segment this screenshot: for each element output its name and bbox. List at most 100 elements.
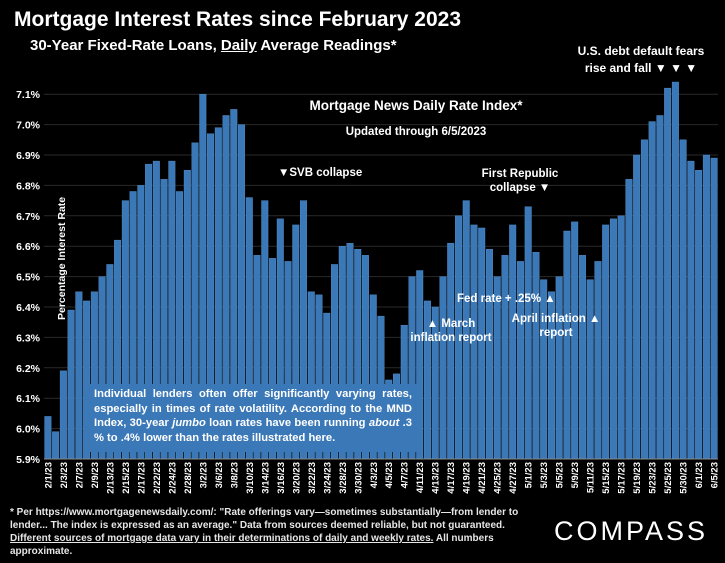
x-tick-label: 3/30/23 (353, 462, 364, 494)
bar (710, 157, 718, 460)
bar (59, 370, 67, 460)
bar (44, 416, 52, 460)
annotation-april-line2: report (539, 327, 573, 339)
y-tick-label: 6.6% (16, 241, 41, 253)
x-tick-label: 5/17/23 (617, 462, 628, 494)
subtitle-part-1: 30-Year Fixed-Rate Loans, (30, 37, 221, 54)
subtitle-underlined: Daily (220, 37, 257, 54)
y-tick-label: 5.9% (16, 454, 41, 466)
y-tick-label: 6.0% (16, 424, 41, 436)
y-tick-label: 6.2% (16, 363, 41, 375)
bar (695, 169, 703, 460)
x-tick-label: 5/25/23 (663, 462, 674, 494)
x-tick-label: 4/7/23 (400, 462, 411, 488)
note-part-1: Individual lenders often offer significa… (94, 388, 412, 429)
x-tick-label: 3/24/23 (322, 462, 333, 494)
footer-text-2: All numbers approximate. (10, 533, 494, 557)
annotation-april-inflation: April inflation ▲ report (508, 312, 604, 340)
x-tick-label: 5/19/23 (632, 462, 643, 494)
x-tick-label: 4/27/23 (508, 462, 519, 494)
subtitle-part-2: Average Readings* (256, 37, 397, 54)
bar (656, 115, 664, 460)
x-tick-label: 2/13/23 (105, 462, 116, 494)
x-tick-label: 3/14/23 (260, 462, 271, 494)
bar (640, 139, 648, 460)
annotation-fed-rate: Fed rate + .25% ▲ (457, 293, 556, 305)
x-tick-label: 5/1/23 (524, 462, 535, 488)
y-tick-label: 6.7% (16, 211, 41, 223)
bar (617, 215, 625, 460)
bar (501, 255, 509, 460)
bar (602, 224, 610, 460)
y-tick-label: 6.3% (16, 332, 41, 344)
bar (532, 252, 540, 460)
x-tick-label: 4/3/23 (369, 462, 380, 488)
x-tick-label: 3/22/23 (307, 462, 318, 494)
x-tick-label: 2/15/23 (121, 462, 132, 494)
annotation-svb: ▼SVB collapse (278, 167, 363, 179)
x-tick-label: 4/13/23 (431, 462, 442, 494)
note-part-2: loan rates have been running (205, 417, 369, 429)
annotation-march-line1: ▲ March (426, 318, 476, 330)
y-tick-label: 6.4% (16, 302, 41, 314)
annotation-april-line1: April inflation ▲ (511, 313, 601, 325)
x-tick-label: 4/17/23 (446, 462, 457, 494)
bar (609, 218, 617, 460)
footer-underlined: Different sources of mortgage data vary … (10, 533, 434, 544)
bar (571, 221, 579, 460)
annotation-debt-default: U.S. debt default fears rise and fall ▼ … (566, 44, 716, 75)
y-tick-label: 7.0% (16, 120, 41, 132)
x-tick-label: 3/16/23 (276, 462, 287, 494)
footer-note: * Per https://www.mortgagenewsdaily.com/… (10, 506, 530, 558)
bar (485, 249, 493, 460)
annotation-fr-line1: First Republic (481, 168, 559, 180)
bar (633, 154, 641, 460)
annotation-fr-line2: collapse ▼ (489, 182, 551, 194)
x-tick-label: 4/5/23 (384, 462, 395, 488)
index-title: Mortgage News Daily Rate Index* (309, 98, 523, 113)
note-jumbo: jumbo (172, 417, 206, 429)
bar (578, 255, 586, 460)
x-tick-label: 3/20/23 (291, 462, 302, 494)
bar (439, 276, 447, 460)
chart-subtitle: 30-Year Fixed-Rate Loans, Daily Average … (30, 37, 397, 54)
bar (702, 154, 710, 460)
x-tick-label: 2/28/23 (183, 462, 194, 494)
annotation-debt-line2-group: rise and fall ▼ ▼ ▼ (566, 61, 716, 75)
y-tick-label: 6.1% (16, 393, 41, 405)
x-tick-label: 2/1/23 (43, 462, 54, 488)
x-tick-label: 3/28/23 (338, 462, 349, 494)
x-tick-label: 2/22/23 (152, 462, 163, 494)
y-axis-label: Percentage Interest Rate (56, 197, 68, 320)
bar (540, 279, 548, 460)
annotation-debt-line1: U.S. debt default fears (577, 44, 705, 58)
x-tick-label: 4/21/23 (477, 462, 488, 494)
y-tick-label: 7.1% (16, 89, 41, 101)
x-tick-label: 4/11/23 (415, 462, 426, 493)
x-tick-label: 3/2/23 (198, 462, 209, 488)
x-tick-label: 4/25/23 (493, 462, 504, 494)
x-tick-label: 5/30/23 (679, 462, 690, 494)
x-tick-label: 2/7/23 (74, 462, 85, 488)
annotation-debt-line2: rise and fall (584, 61, 652, 75)
bar (687, 160, 695, 460)
bar (75, 291, 83, 460)
bar (67, 309, 75, 460)
compass-logo: COMPASS (554, 516, 709, 546)
x-tick-label: 6/5/23 (710, 462, 721, 488)
annotation-march-inflation: ▲ March inflation report (406, 317, 496, 345)
x-tick-label: 2/24/23 (167, 462, 178, 494)
x-tick-label: 6/1/23 (694, 462, 705, 488)
note-part-3: .3 % to .4% lower than the rates illustr… (94, 417, 412, 444)
x-tick-label: 2/9/23 (90, 462, 101, 488)
x-tick-label: 4/19/23 (462, 462, 473, 494)
bar (664, 87, 672, 460)
bar (555, 276, 563, 460)
x-tick-label: 5/3/23 (539, 462, 550, 488)
bar (625, 179, 633, 460)
x-tick-label: 3/8/23 (229, 462, 240, 488)
x-tick-label: 3/10/23 (245, 462, 256, 494)
y-tick-label: 6.5% (16, 272, 41, 284)
jumbo-note-box: Individual lenders often offer significa… (88, 384, 418, 452)
bar (447, 242, 455, 460)
